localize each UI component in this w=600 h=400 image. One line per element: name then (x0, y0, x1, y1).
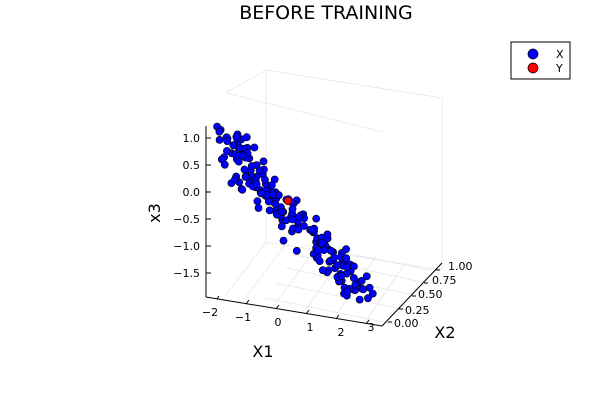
scatter-point-x (288, 205, 297, 214)
legend-label-y: Y (555, 62, 563, 75)
scatter-points (213, 122, 377, 304)
scatter-point-x (342, 254, 351, 263)
z-tick-label: −1.5 (173, 267, 200, 280)
z-tick-label: −1.0 (173, 240, 200, 253)
scatter-point-x (314, 246, 323, 255)
scatter-point-x (215, 135, 224, 144)
grid (225, 69, 443, 326)
scatter-point-x (343, 262, 351, 271)
y-axis-ticks: 0.00 0.25 0.50 0.75 1.00 (388, 260, 473, 330)
scatter-point-x (260, 175, 269, 184)
x-tick-label: 1 (307, 321, 314, 334)
z-tick-label: 1.0 (183, 132, 201, 145)
scatter-point-x (315, 257, 324, 265)
x-tick-label: 0 (275, 316, 282, 329)
scatter-point-x (253, 197, 262, 206)
legend-marker-y (527, 62, 539, 74)
z-axis-ticks: 1.0 0.5 0.0 −0.5 −1.0 −1.5 (173, 132, 211, 280)
y-axis-label: X2 (434, 323, 455, 342)
scatter-point-x (355, 295, 364, 304)
scatter-point-x (250, 143, 259, 152)
scatter-point-x (364, 294, 372, 303)
z-tick-label: 0.0 (183, 186, 201, 199)
scatter-point-x (359, 285, 368, 294)
y-tick-label: 0.75 (432, 274, 457, 287)
scatter-point-x (277, 222, 286, 231)
scatter-point-x (255, 166, 264, 175)
legend: X Y (510, 41, 571, 80)
scatter-point-x (259, 157, 268, 166)
z-tick-label: −0.5 (173, 213, 200, 226)
scatter-point-x (318, 266, 327, 275)
scatter-point-x (238, 151, 247, 160)
scatter-point-x (267, 181, 276, 189)
scatter-point-x (241, 173, 250, 181)
scatter-point-x (279, 236, 288, 245)
x-tick-label: 3 (368, 321, 375, 334)
scatter-point-x (342, 245, 350, 254)
scatter-point-x (288, 215, 297, 224)
scatter-point-x (308, 225, 316, 234)
scatter-point-x (222, 147, 231, 155)
y-tick-label: 1.00 (448, 260, 473, 273)
z-tick-label: 0.5 (183, 159, 201, 172)
scatter-point-x (271, 199, 280, 208)
scatter-point-x (333, 261, 342, 270)
scatter-point-x (294, 225, 303, 234)
x-axis-label: X1 (252, 342, 273, 361)
scatter-point-x (330, 253, 339, 262)
x-tick-label: 2 (338, 326, 345, 339)
scatter-point-x (282, 216, 290, 225)
scatter-point-x (223, 137, 232, 145)
scatter-point-x (349, 262, 358, 271)
scatter-point-x (238, 185, 247, 194)
scatter-point-x (229, 141, 238, 150)
scatter-point-x (265, 206, 274, 215)
scatter-point-x (300, 222, 308, 230)
scatter-point-x (357, 276, 366, 285)
scatter-point-x (252, 180, 261, 189)
x-tick-label: −1 (235, 311, 251, 324)
scatter-point-x (247, 162, 256, 170)
axes (205, 126, 443, 327)
scatter-point-x (349, 274, 358, 282)
scatter-point-x (235, 144, 244, 152)
scatter-point-x (292, 246, 301, 255)
scatter-point-x (312, 214, 321, 223)
scatter-point-x (295, 213, 303, 221)
scatter-point-x (220, 160, 229, 169)
x-tick-label: −2 (202, 306, 218, 319)
scatter-point-x (327, 246, 335, 255)
scatter-point-x (343, 287, 352, 296)
scatter-point-x (317, 239, 326, 247)
scatter-point-x (242, 133, 251, 142)
scatter-point-x (232, 132, 241, 141)
scatter-point-x (337, 271, 346, 280)
scatter-point-x (240, 165, 249, 174)
scatter-point-x (257, 189, 266, 198)
x-axis-ticks: −2 −1 0 1 2 3 (202, 295, 375, 339)
scatter-point-x (362, 272, 371, 281)
scatter-point-x (368, 289, 377, 298)
legend-marker-x (527, 48, 539, 60)
chart-title: BEFORE TRAINING (239, 2, 413, 24)
scatter-point-x (269, 190, 278, 199)
scatter-point-x (234, 157, 243, 166)
y-tick-label: 0.50 (418, 288, 443, 301)
z-axis-label: x3 (145, 203, 164, 223)
scatter-point-x (277, 207, 286, 216)
y-tick-label: 0.25 (405, 304, 430, 317)
scatter-point-x (215, 127, 224, 136)
scatter-point-y (283, 196, 293, 206)
scatter-point-x (254, 204, 263, 212)
scatter-point-x (231, 175, 239, 184)
legend-label-x: X (556, 48, 564, 61)
y-tick-label: 0.00 (394, 317, 419, 330)
